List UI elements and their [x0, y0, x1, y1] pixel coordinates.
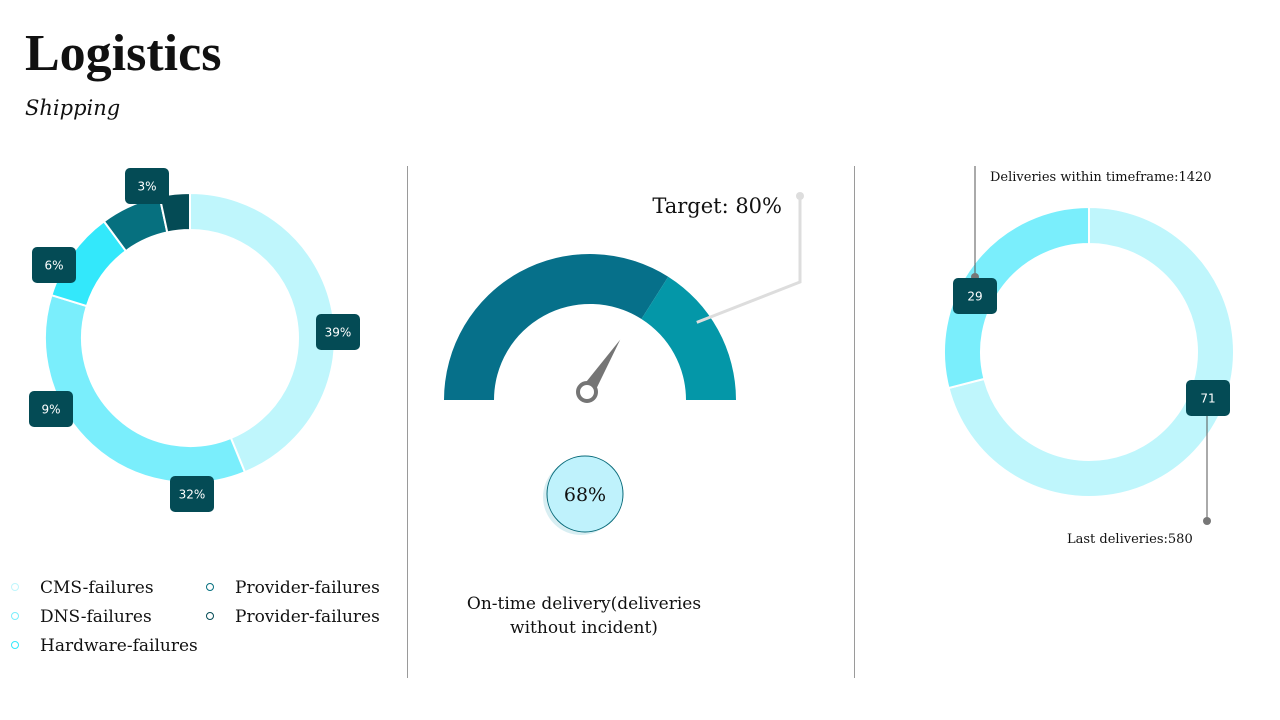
data-label-box [316, 314, 360, 350]
donut-slice [44, 293, 247, 484]
legend-swatch [11, 583, 19, 591]
gauge-target-label: Target: 80% [652, 194, 782, 218]
donut-slice [189, 191, 336, 474]
legend-label: Provider-failures [235, 607, 380, 627]
data-label-box [29, 391, 73, 427]
gauge-target-leader [696, 196, 802, 324]
data-label-box [953, 278, 997, 314]
data-label-box [1186, 380, 1230, 416]
page-title: Logistics [25, 25, 222, 82]
data-label: 71 [1200, 391, 1215, 405]
on-time-gauge: 68% [444, 192, 804, 535]
legend-item: CMS-failures [11, 577, 154, 599]
legend-item: Hardware-failures [11, 635, 198, 657]
data-label: 9% [41, 402, 60, 416]
legend-item: Provider-failures [206, 577, 380, 599]
data-label: 32% [179, 487, 206, 501]
gauge-target-marker [796, 192, 804, 200]
data-label: 29 [967, 289, 982, 303]
data-label: 3% [137, 179, 156, 193]
donut2-annotation-bottom: Last deliveries:580 [1067, 532, 1193, 547]
data-label-box [32, 247, 76, 283]
data-label-box [125, 168, 169, 204]
legend-swatch [206, 612, 214, 620]
legend-swatch [11, 612, 19, 620]
page-subtitle: Shipping [25, 96, 121, 120]
donut2-annotation-top: Deliveries within timeframe:1420 [990, 170, 1212, 185]
deliveries-donut-chart: 71 29 [943, 166, 1235, 525]
legend-item: DNS-failures [11, 606, 152, 628]
donut-slice [947, 205, 1235, 498]
legend-label: CMS-failures [40, 578, 154, 598]
data-label: 39% [325, 325, 352, 339]
legend-label: Provider-failures [235, 578, 380, 598]
gauge-value-bubble [546, 455, 624, 533]
legend-swatch [206, 583, 214, 591]
data-label: 6% [44, 258, 63, 272]
column-divider [407, 166, 408, 678]
annotation-marker [1203, 517, 1211, 525]
gauge-caption: On-time delivery(deliveries without inci… [466, 594, 702, 638]
gauge-remainder-arc [641, 276, 736, 400]
legend-label: Hardware-failures [40, 636, 198, 656]
legend-item: Provider-failures [206, 606, 380, 628]
legend-label: DNS-failures [40, 607, 152, 627]
column-divider [854, 166, 855, 678]
gauge-needle-hub [576, 381, 598, 403]
gauge-value-label: 68% [564, 484, 606, 506]
failures-donut-chart: 39% 32% 9% 6% 3% [29, 168, 360, 512]
data-label-box [170, 476, 214, 512]
donut-slice [943, 205, 1090, 390]
legend-swatch [11, 641, 19, 649]
gauge-value-arc [444, 253, 669, 400]
